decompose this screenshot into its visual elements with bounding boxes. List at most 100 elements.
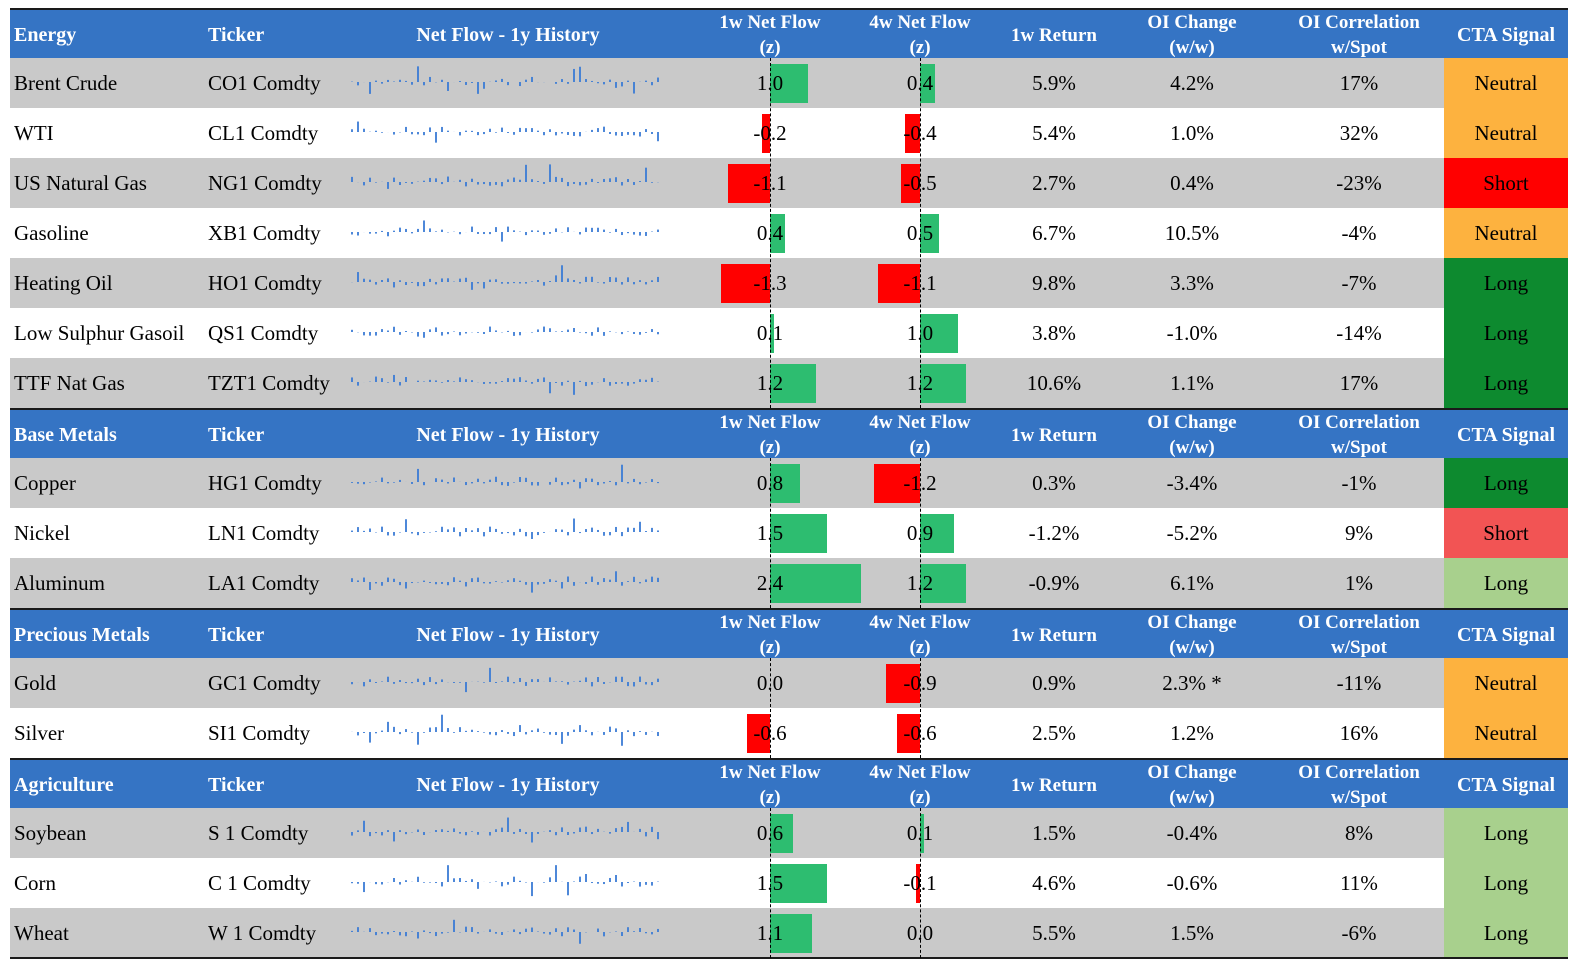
sparkline-chart bbox=[351, 66, 659, 94]
commodity-name: US Natural Gas bbox=[14, 170, 147, 195]
flow-4w-header-wrap: 4w Net Flow (z) bbox=[869, 410, 970, 460]
ticker: C 1 Comdty bbox=[208, 870, 311, 895]
oi-correlation: 16% bbox=[1339, 720, 1379, 745]
net-flow-sparkline bbox=[348, 308, 668, 358]
sparkline-chart bbox=[351, 919, 659, 944]
flow-1w-header-line1: 1w Net Flow bbox=[719, 412, 821, 433]
one-week-return: 1.5% bbox=[1032, 820, 1076, 845]
flow-1w-bar bbox=[770, 564, 862, 603]
table-row: Gasoline XB1 Comdty 0.4 0.5 6.7% 10.5% -4% Neut… bbox=[10, 208, 1568, 258]
ticker-header: Ticker bbox=[208, 623, 265, 646]
oi-change-header-wrap: OI Change (w/w) bbox=[1147, 10, 1236, 60]
section-header-energy: Energy Ticker Net Flow - 1y History 1w Net … bbox=[10, 8, 1568, 60]
flow-4w-header: 4w Net Flow (z) bbox=[840, 410, 1000, 460]
oi-change: 6.1% bbox=[1170, 570, 1214, 595]
ticker: TZT1 Comdty bbox=[208, 370, 330, 395]
net-flow-sparkline bbox=[348, 708, 668, 758]
flow-1w-bar bbox=[770, 464, 801, 503]
oi-correlation: 32% bbox=[1339, 120, 1379, 145]
flow-4w-header-wrap: 4w Net Flow (z) bbox=[869, 610, 970, 660]
flow-4w-bar bbox=[920, 314, 958, 353]
flow-4w-bar bbox=[920, 564, 966, 603]
flow-4w-header-line2: (z) bbox=[909, 637, 931, 658]
oi-change: -0.4% bbox=[1166, 820, 1218, 845]
net-flow-sparkline bbox=[348, 58, 668, 108]
cta-signal-badge: Neutral bbox=[1444, 58, 1568, 108]
table-row: Silver SI1 Comdty -0.6 -0.6 2.5% 1.2% 16% Neutr… bbox=[10, 708, 1568, 758]
net-flow-sparkline bbox=[348, 458, 668, 508]
zero-line bbox=[770, 658, 771, 758]
table-row: Corn C 1 Comdty 1.5 -0.1 4.6% -0.6% 11% Long bbox=[10, 858, 1568, 908]
table-row: Wheat W 1 Comdty 1.1 0.0 5.5% 1.5% -6% Long bbox=[10, 908, 1568, 958]
section-header-agriculture: Agriculture Ticker Net Flow - 1y History 1w… bbox=[10, 758, 1568, 810]
flow-1w-header-line1: 1w Net Flow bbox=[719, 12, 821, 33]
one-week-return: 0.9% bbox=[1032, 670, 1076, 695]
oi-correlation: 11% bbox=[1340, 870, 1378, 895]
flow-4w-header-line2: (z) bbox=[909, 37, 931, 58]
oi-change: -0.6% bbox=[1166, 870, 1218, 895]
flow-1w-header: 1w Net Flow (z) bbox=[690, 760, 850, 810]
commodity-name: Low Sulphur Gasoil bbox=[14, 320, 185, 345]
commodity-name: Corn bbox=[14, 870, 56, 895]
flow-1w-bar bbox=[770, 514, 827, 553]
commodity-name: Wheat bbox=[14, 920, 69, 945]
oi-change: -3.4% bbox=[1166, 470, 1218, 495]
oi-change-header: OI Change (w/w) bbox=[1122, 10, 1262, 60]
oi-correlation: -7% bbox=[1341, 270, 1377, 295]
oi-change-header-line2: (w/w) bbox=[1169, 637, 1215, 658]
cta-signal-badge: Long bbox=[1444, 258, 1568, 308]
flow-4w-header: 4w Net Flow (z) bbox=[840, 10, 1000, 60]
net-flow-sparkline bbox=[348, 858, 668, 908]
ticker: LA1 Comdty bbox=[208, 570, 320, 595]
oi-correlation: -11% bbox=[1336, 670, 1382, 695]
return-header: 1w Return bbox=[1010, 624, 1098, 646]
oi-change-header-wrap: OI Change (w/w) bbox=[1147, 410, 1236, 460]
commodity-name: Silver bbox=[14, 720, 65, 745]
net-flow-sparkline bbox=[348, 558, 668, 608]
zero-line bbox=[770, 808, 771, 958]
flow-1w-bar bbox=[720, 264, 770, 303]
flow-1w-bar bbox=[770, 64, 808, 103]
oi-change: -5.2% bbox=[1166, 520, 1218, 545]
zero-line bbox=[920, 658, 921, 758]
flow-1w-header: 1w Net Flow (z) bbox=[690, 410, 850, 460]
net-flow-sparkline bbox=[348, 358, 668, 408]
oi-change: 4.2% bbox=[1170, 70, 1214, 95]
oi-correlation-header-line2: w/Spot bbox=[1331, 637, 1387, 658]
commodity-name: Aluminum bbox=[14, 570, 106, 595]
cta-signal-badge: Long bbox=[1444, 458, 1568, 508]
flow-1w-header-wrap: 1w Net Flow (z) bbox=[719, 410, 820, 460]
table-row: Heating Oil HO1 Comdty -1.3 -1.1 9.8% 3.3% -7%… bbox=[10, 258, 1568, 308]
return-header: 1w Return bbox=[1010, 424, 1098, 446]
one-week-return: -0.9% bbox=[1028, 570, 1080, 595]
flow-4w-header-line1: 4w Net Flow bbox=[869, 762, 971, 783]
oi-change: -1.0% bbox=[1166, 320, 1218, 345]
section-title: Agriculture bbox=[14, 773, 114, 796]
section-title: Base Metals bbox=[14, 423, 117, 446]
ticker-header: Ticker bbox=[208, 773, 265, 796]
oi-correlation: 17% bbox=[1339, 70, 1379, 95]
flow-1w-bar bbox=[770, 364, 816, 403]
flow-4w-bar bbox=[874, 464, 920, 503]
zero-line bbox=[920, 458, 921, 608]
flow-1w-bar bbox=[770, 814, 793, 853]
table-row: WTI CL1 Comdty -0.2 -0.4 5.4% 1.0% 32% Neutral bbox=[10, 108, 1568, 158]
commodity-name: Brent Crude bbox=[14, 70, 118, 95]
net-flow-sparkline bbox=[348, 108, 668, 158]
cta-signal-badge: Neutral bbox=[1444, 658, 1568, 708]
oi-correlation-header-line2: w/Spot bbox=[1331, 437, 1387, 458]
cta-signal-badge: Neutral bbox=[1444, 708, 1568, 758]
flow-4w-bar bbox=[920, 364, 966, 403]
ticker: HO1 Comdty bbox=[208, 270, 322, 295]
oi-correlation-header-wrap: OI Correlation w/Spot bbox=[1298, 410, 1420, 460]
flow-4w-header-line1: 4w Net Flow bbox=[869, 612, 971, 633]
sparkline-chart bbox=[351, 518, 659, 539]
flow-1w-bar bbox=[762, 114, 770, 153]
cta-header: CTA Signal bbox=[1444, 10, 1568, 60]
oi-change-header-line1: OI Change bbox=[1147, 762, 1237, 783]
oi-correlation-header-line1: OI Correlation bbox=[1298, 762, 1420, 783]
cta-header: CTA Signal bbox=[1444, 760, 1568, 810]
flow-4w-header: 4w Net Flow (z) bbox=[840, 760, 1000, 810]
one-week-return: 10.6% bbox=[1026, 370, 1082, 395]
oi-correlation-header: OI Correlation w/Spot bbox=[1280, 10, 1438, 60]
